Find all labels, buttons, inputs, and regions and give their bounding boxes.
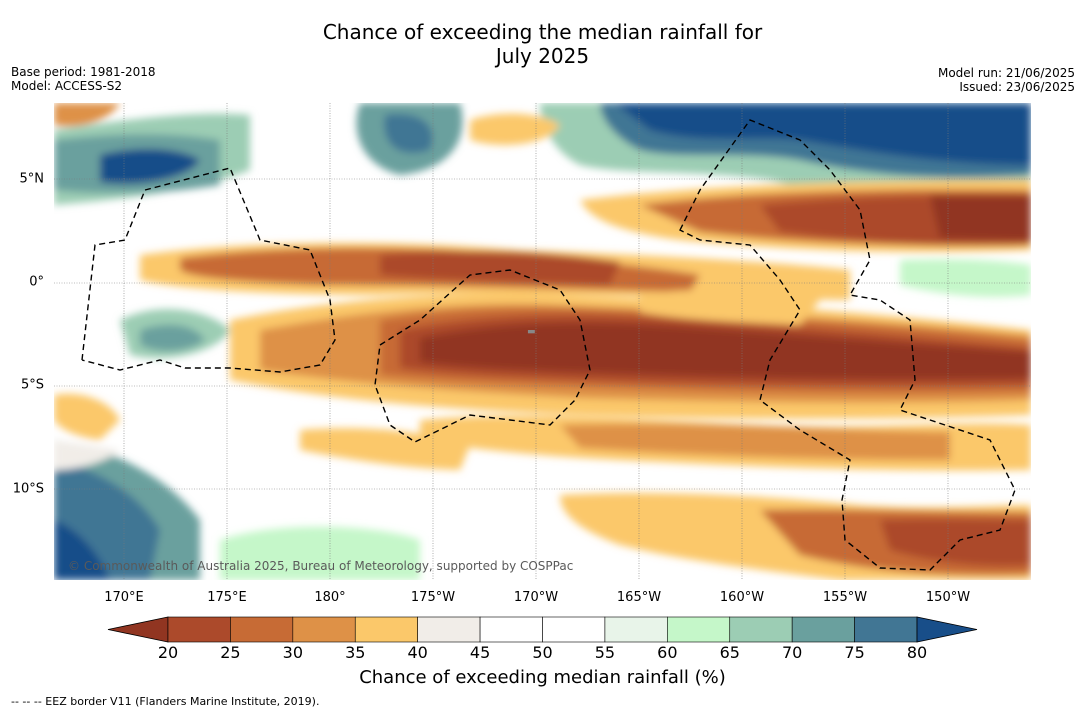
colorbar-swatch bbox=[292, 616, 356, 643]
colorbar-tick-label: 70 bbox=[781, 643, 803, 662]
colorbar-swatch bbox=[230, 616, 294, 643]
colorbar-arrow-low bbox=[107, 616, 169, 643]
colorbar-arrow-high bbox=[916, 616, 978, 643]
lon-label-170e: 170°E bbox=[104, 590, 144, 605]
base-period: Base period: 1981-2018 bbox=[11, 65, 156, 79]
lon-label-175e: 175°E bbox=[207, 590, 247, 605]
colorbar-tick-label: 25 bbox=[220, 643, 241, 662]
lat-label-5s: 5°S bbox=[20, 377, 44, 393]
colorbar-swatch bbox=[667, 616, 731, 643]
lon-label-165w: 165°W bbox=[616, 590, 662, 605]
colorbar-swatch bbox=[417, 616, 481, 643]
lon-label-160w: 160°W bbox=[719, 590, 765, 605]
colorbar-swatch bbox=[167, 616, 231, 643]
model-info: Base period: 1981-2018 Model: ACCESS-S2 bbox=[11, 65, 156, 93]
colorbar-tick-label: 30 bbox=[282, 643, 304, 662]
title-line-2: July 2025 bbox=[495, 44, 590, 68]
lat-label-5n: 5°N bbox=[19, 171, 45, 187]
colorbar-tick-label: 40 bbox=[407, 643, 428, 662]
rainfall-field: ▬ bbox=[54, 103, 1031, 580]
colorbar-tick-label: 35 bbox=[345, 643, 366, 662]
lat-label-10s: 10°S bbox=[12, 481, 44, 497]
colorbar-swatch bbox=[542, 616, 606, 643]
run-info: Model run: 21/06/2025 Issued: 23/06/2025 bbox=[938, 66, 1075, 94]
map-title: Chance of exceeding the median rainfall … bbox=[0, 20, 1085, 68]
colorbar-tick-label: 20 bbox=[157, 643, 179, 662]
colorbar-swatch bbox=[729, 616, 793, 643]
lon-label-175w: 175°W bbox=[410, 590, 456, 605]
colorbar-swatch bbox=[604, 616, 668, 643]
colorbar-title: Chance of exceeding median rainfall (%) bbox=[359, 667, 726, 688]
lon-label-170w: 170°W bbox=[513, 590, 559, 605]
model-name: Model: ACCESS-S2 bbox=[11, 79, 123, 93]
model-run: Model run: 21/06/2025 bbox=[937, 66, 1075, 80]
colorbar-swatch bbox=[479, 616, 543, 643]
colorbar-tick-label: 60 bbox=[657, 643, 678, 662]
title-line-1: Chance of exceeding the median rainfall … bbox=[322, 20, 763, 44]
colorbar-tick-label: 65 bbox=[719, 643, 740, 662]
lon-label-150w: 150°W bbox=[925, 590, 971, 605]
eez-footnote: -- -- -- EEZ border V11 (Flanders Marine… bbox=[11, 695, 320, 708]
issued-date: Issued: 23/06/2025 bbox=[959, 80, 1075, 94]
lat-label-0: 0° bbox=[29, 274, 44, 290]
graticule bbox=[54, 103, 1031, 580]
colorbar-tick-label: 75 bbox=[844, 643, 865, 662]
colorbar bbox=[107, 616, 978, 643]
colorbar-tick-label: 55 bbox=[594, 643, 616, 662]
colorbar-swatch bbox=[354, 616, 418, 643]
colorbar-swatch bbox=[854, 616, 918, 643]
colorbar-swatch bbox=[791, 616, 855, 643]
eez-borders bbox=[81, 119, 1016, 571]
copyright-notice: © Commonwealth of Australia 2025, Bureau… bbox=[68, 559, 574, 573]
colorbar-tick-label: 50 bbox=[532, 643, 553, 662]
colorbar-tick-label: 80 bbox=[906, 643, 928, 662]
lon-label-180: 180° bbox=[314, 590, 346, 605]
colorbar-tick-label: 45 bbox=[469, 643, 491, 662]
lon-label-155w: 155°W bbox=[822, 590, 868, 605]
svg-text:▬: ▬ bbox=[527, 327, 536, 337]
